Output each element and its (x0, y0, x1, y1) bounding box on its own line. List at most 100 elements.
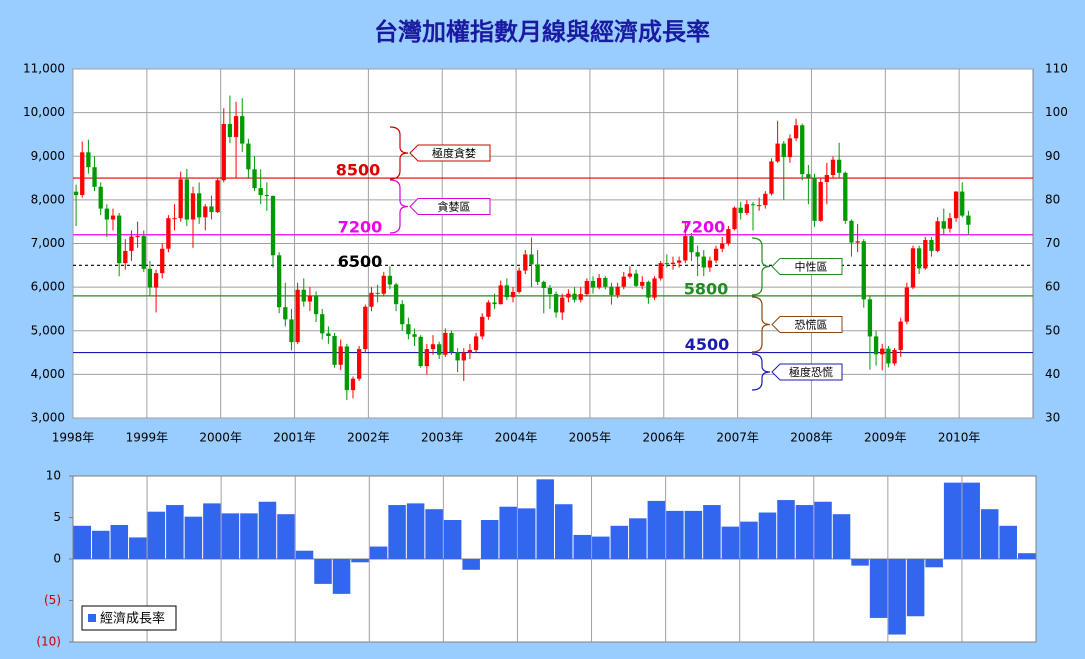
zone-brace (751, 353, 771, 391)
candle-body (578, 294, 583, 300)
candle-body (178, 179, 183, 219)
x-tick-label: 2008年 (790, 431, 833, 445)
y-tick-label: 5 (53, 510, 61, 524)
candle-body (947, 218, 953, 229)
candle-body (369, 292, 374, 307)
candle-body (744, 204, 749, 213)
bar (203, 503, 221, 559)
zone-box (771, 316, 843, 333)
bar (480, 519, 499, 559)
candle-body (849, 220, 854, 243)
candle-body (677, 260, 682, 263)
candle-body (270, 195, 276, 256)
candle-body (812, 177, 817, 221)
bar (147, 511, 166, 559)
candle-body (277, 255, 282, 308)
candle-body (824, 175, 829, 182)
bar (258, 501, 277, 559)
candle-body (344, 346, 349, 391)
candle-body (473, 336, 479, 350)
x-tick-label: 2004年 (495, 431, 538, 445)
candle-body (160, 248, 165, 274)
candle-body (750, 204, 756, 206)
bar (869, 559, 888, 618)
candle-body (492, 302, 497, 305)
candle-body (406, 324, 411, 335)
candle-body (701, 256, 706, 268)
y2-tick-label: 30 (1045, 411, 1060, 425)
y2-tick-label: 90 (1045, 149, 1060, 163)
candle-body (320, 314, 325, 334)
bar (795, 505, 814, 559)
bar (610, 525, 629, 559)
candle-body (449, 332, 454, 353)
y2-tick-label: 70 (1045, 236, 1060, 250)
bar (592, 536, 610, 559)
candle-body (541, 281, 546, 288)
candle-body (935, 221, 940, 251)
candle-body (732, 207, 737, 230)
bar (499, 506, 517, 559)
x-tick-label: 1999年 (126, 431, 169, 445)
zone-box (771, 363, 843, 381)
candle-body (529, 254, 534, 265)
bar (740, 521, 758, 559)
candle-body (363, 306, 368, 350)
candle-body (295, 289, 300, 343)
candle-body (627, 273, 633, 277)
x-tick-label: 2007年 (716, 431, 759, 445)
candle-body (707, 260, 713, 268)
bar (703, 505, 721, 559)
bar (814, 501, 832, 559)
candle-body (652, 278, 657, 298)
y-tick-label: 4,000 (31, 367, 65, 381)
candle-body (793, 125, 799, 139)
candle-body (941, 221, 946, 229)
candle-body (92, 167, 97, 187)
bar (351, 559, 369, 563)
candle-body (547, 287, 553, 295)
candle-body (960, 191, 965, 216)
reference-label: 5800 (684, 279, 729, 298)
bar (832, 514, 851, 559)
bar (406, 503, 425, 559)
candle-body (800, 125, 805, 175)
bar (888, 559, 906, 635)
candle-body (597, 277, 602, 288)
candle-body (837, 159, 842, 173)
candle-body (683, 236, 688, 261)
candle-body (646, 281, 651, 298)
bar (906, 559, 925, 617)
x-tick-label: 2002年 (347, 431, 390, 445)
y2-tick-label: 80 (1045, 192, 1060, 206)
candle-body (338, 346, 343, 365)
candle-body (357, 349, 362, 379)
bar (925, 559, 943, 568)
reference-label: 7200 (338, 217, 383, 236)
candle-body (880, 348, 885, 355)
candle-body (480, 316, 485, 337)
y2-tick-label: 40 (1045, 367, 1060, 381)
candle-body (264, 195, 269, 197)
candle-body (117, 215, 122, 264)
candle-body (73, 191, 79, 196)
y-tick-label: 5,000 (31, 323, 65, 337)
bar (684, 510, 703, 559)
candle-body (461, 352, 466, 361)
bar (92, 530, 110, 559)
zone-label: 極度貪婪 (432, 146, 476, 160)
candle-body (166, 218, 171, 249)
bar (369, 546, 388, 559)
candle-body (129, 236, 134, 251)
bar (999, 525, 1017, 559)
candle-body (172, 218, 177, 220)
zone-label: 極度恐慌 (789, 365, 833, 379)
candle-body (560, 297, 565, 313)
y-tick-label: 3,000 (31, 411, 65, 425)
candle-body (640, 281, 645, 286)
candle-body (197, 193, 202, 218)
candle-body (892, 349, 897, 364)
candle-body (381, 275, 386, 294)
candle-body (400, 304, 405, 325)
